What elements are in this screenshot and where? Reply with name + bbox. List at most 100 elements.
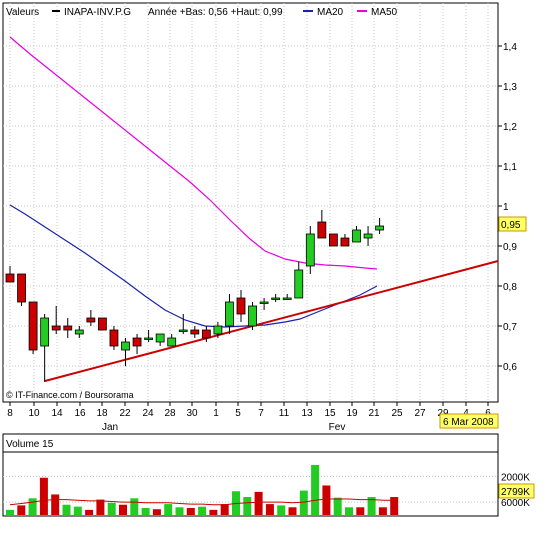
- date-tick-label: 28: [164, 408, 176, 419]
- candle-down: [340, 234, 350, 247]
- candle-up: [40, 314, 50, 382]
- volume-bar: [277, 505, 286, 515]
- date-tick-label: 19: [346, 408, 358, 419]
- chart-header: Valeurs INAPA-INV.P.G Année +Bas: 0,56 +…: [6, 7, 398, 18]
- volume-bar: [51, 494, 60, 515]
- candle-down: [201, 326, 211, 342]
- price-tick-label: 0,9: [503, 242, 517, 253]
- volume-bar: [220, 504, 229, 515]
- candle-up: [213, 322, 223, 338]
- year-range-text: Année +Bas: 0,56 +Haut: 0,99: [148, 7, 283, 18]
- volume-bar: [85, 509, 94, 515]
- month-label-fev: Fev: [329, 422, 346, 433]
- volume-bar: [6, 509, 14, 515]
- candle-down: [51, 306, 61, 334]
- candle-down: [317, 210, 327, 239]
- candle-up: [352, 226, 361, 243]
- credit-text: © IT-Finance.com / Boursorama: [6, 390, 134, 400]
- candle-up: [144, 330, 154, 342]
- volume-title: Volume 15: [6, 439, 54, 450]
- candle-up: [74, 326, 84, 338]
- candle-down: [109, 326, 119, 350]
- candle-up: [271, 294, 281, 302]
- last-price-badge: 0,95: [498, 216, 527, 232]
- date-tick-label: 22: [119, 408, 131, 419]
- price-tick-label: 1,3: [503, 82, 517, 93]
- volume-bar: [141, 507, 150, 515]
- candle-down: [28, 301, 38, 354]
- volume-bar: [62, 504, 71, 515]
- volume-bar: [367, 497, 376, 515]
- volume-average-line: [9, 498, 395, 506]
- candle-up: [167, 334, 177, 347]
- candle-up: [282, 294, 292, 300]
- volume-bar: [119, 504, 127, 515]
- ma20-legend-label: MA20: [317, 7, 344, 18]
- candle-up: [248, 302, 257, 330]
- last-price-value: 0,95: [501, 220, 521, 231]
- date-tick-label: 16: [74, 408, 86, 419]
- volume-bar: [186, 507, 195, 515]
- volume-bar: [209, 509, 218, 515]
- volume-bar: [107, 502, 116, 515]
- price-grid: [3, 3, 498, 402]
- volume-bar: [28, 498, 37, 515]
- price-tick-label: 0,8: [503, 282, 517, 293]
- month-label-jan: Jan: [102, 422, 118, 433]
- volume-bar: [333, 497, 342, 515]
- candle-up: [225, 294, 234, 334]
- volume-bar: [152, 509, 161, 515]
- candle-up: [178, 314, 188, 334]
- price-tick-label: 1: [503, 202, 509, 213]
- candle-down: [5, 266, 15, 283]
- ma50-line: [9, 36, 378, 270]
- candle-down: [236, 290, 246, 322]
- date-tick-label: 1: [213, 408, 219, 419]
- header-label: Valeurs: [6, 7, 39, 18]
- candle-up: [363, 226, 373, 246]
- date-tick-label: 27: [414, 408, 426, 419]
- volume-bar: [288, 507, 297, 515]
- candle-up: [294, 262, 304, 299]
- price-panel-frame: [2, 2, 499, 403]
- date-tick-label: 5: [235, 408, 241, 419]
- candle-up: [259, 298, 269, 310]
- price-tick-label: 1,1: [503, 162, 517, 173]
- volume-bar: [356, 507, 365, 515]
- price-tick-label: 1,2: [503, 122, 517, 133]
- candle-down: [17, 273, 26, 306]
- ma20-line: [9, 204, 378, 328]
- date-tick-label: 10: [28, 408, 40, 419]
- volume-tick-label: 2000K: [501, 472, 530, 483]
- candle-down: [132, 334, 142, 354]
- price-y-axis: 0,6 0,7 0,8 0,9 1 1,1 1,2 1,3 1,4: [498, 42, 517, 373]
- candle-down: [190, 326, 200, 338]
- volume-bar: [378, 507, 387, 515]
- candle-up: [305, 226, 315, 274]
- volume-bar: [254, 491, 263, 515]
- volume-bar: [243, 497, 252, 515]
- candle-up: [121, 338, 130, 366]
- date-tick-label: 14: [51, 408, 63, 419]
- volume-bar: [311, 464, 320, 515]
- date-tick-label: 8: [7, 408, 13, 419]
- volume-last-value: 2799K: [501, 487, 530, 498]
- price-tick-label: 0,6: [503, 362, 517, 373]
- candlesticks: [5, 210, 385, 382]
- candle-down: [328, 233, 338, 247]
- date-tick-label: 25: [391, 408, 403, 419]
- price-tick-label: 0,7: [503, 322, 517, 333]
- date-badge-text: 6 Mar 2008: [443, 417, 494, 428]
- date-tick-label: 30: [186, 408, 198, 419]
- volume-bar: [175, 507, 184, 515]
- volume-bar: [130, 498, 139, 515]
- volume-bar: [322, 485, 331, 515]
- volume-bar: [299, 490, 308, 515]
- date-tick-label: 21: [368, 408, 380, 419]
- volume-bar: [73, 506, 82, 515]
- candle-down: [86, 310, 96, 326]
- candle-up: [155, 333, 165, 346]
- volume-bar: [390, 497, 399, 515]
- support-trendline: [44, 260, 499, 382]
- date-tick-label: 7: [258, 408, 264, 419]
